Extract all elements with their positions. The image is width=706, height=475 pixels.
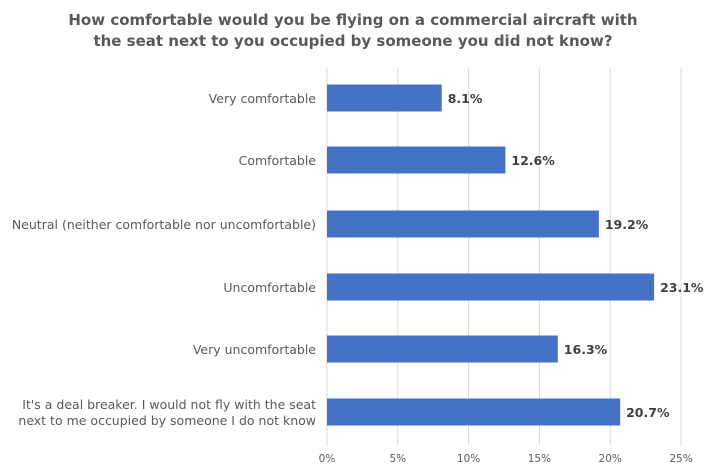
x-tick-label-2: 10% bbox=[457, 453, 480, 465]
category-label-4: Very uncomfortable bbox=[193, 342, 316, 357]
chart-title: How comfortable would you be flying on a… bbox=[40, 10, 666, 52]
bar-5 bbox=[327, 398, 621, 426]
x-tick-label-1: 5% bbox=[389, 453, 406, 465]
data-label-0: 8.1% bbox=[448, 91, 483, 106]
category-label-5: It's a deal breaker. I would not fly wit… bbox=[18, 397, 316, 428]
data-label-4: 16.3% bbox=[564, 342, 608, 357]
data-label-5: 20.7% bbox=[626, 405, 670, 420]
bar-3 bbox=[327, 273, 655, 301]
x-tick-label-5: 25% bbox=[669, 453, 692, 465]
category-label-0: Very comfortable bbox=[209, 91, 317, 106]
bar-0 bbox=[327, 84, 442, 112]
bar-1 bbox=[327, 146, 506, 174]
chart-title-line-2: the seat next to you occupied by someone… bbox=[93, 32, 613, 50]
data-label-2: 19.2% bbox=[605, 217, 649, 232]
x-tick-label-3: 15% bbox=[528, 453, 551, 465]
category-label-1: Comfortable bbox=[239, 153, 317, 168]
x-tick-label-4: 20% bbox=[599, 453, 622, 465]
data-label-1: 12.6% bbox=[511, 153, 555, 168]
category-label-2: Neutral (neither comfortable nor uncomfo… bbox=[12, 217, 316, 232]
bar-2 bbox=[327, 210, 599, 238]
chart-title-line-1: How comfortable would you be flying on a… bbox=[68, 11, 638, 29]
data-label-3: 23.1% bbox=[660, 280, 704, 295]
bar-4 bbox=[327, 335, 558, 363]
category-label-3: Uncomfortable bbox=[223, 280, 316, 295]
x-tick-label-0: 0% bbox=[319, 453, 336, 465]
